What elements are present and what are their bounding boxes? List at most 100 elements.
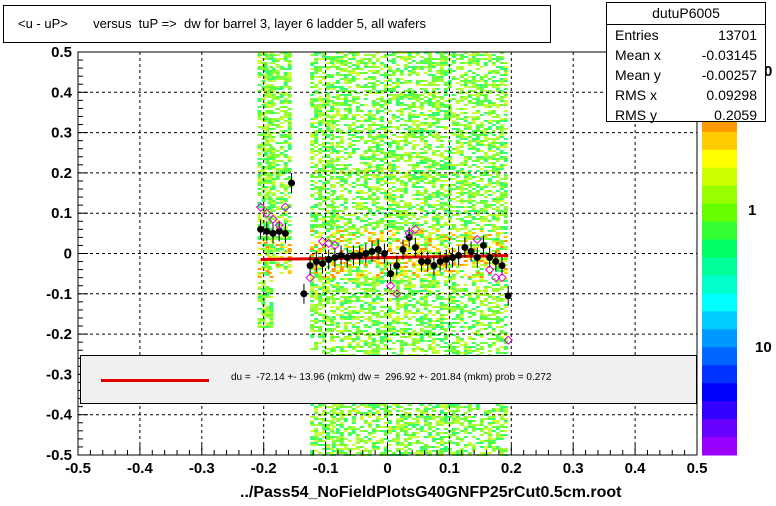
heatmap-cell [339, 116, 344, 118]
heatmap-cell [322, 196, 327, 198]
heatmap-cell [419, 234, 424, 236]
heatmap-cell [375, 412, 380, 414]
heatmap-cell [275, 176, 280, 178]
heatmap-cell [339, 146, 344, 148]
heatmap-cell [269, 302, 274, 304]
heatmap-cell [407, 290, 412, 292]
heatmap-cell [287, 216, 292, 218]
heatmap-cell [331, 104, 336, 106]
heatmap-cell [263, 64, 268, 66]
heatmap-cell [271, 96, 276, 98]
heatmap-cell [279, 170, 284, 172]
heatmap-cell [339, 304, 344, 306]
heatmap-cell [399, 200, 404, 202]
heatmap-cell [314, 416, 319, 418]
heatmap-cell [331, 202, 336, 204]
heatmap-cell [343, 74, 348, 76]
heatmap-cell [387, 444, 392, 446]
heatmap-cell [459, 58, 464, 60]
heatmap-cell [459, 132, 464, 134]
heatmap-cell [455, 272, 460, 274]
heatmap-cell [331, 312, 336, 314]
heatmap-cell [395, 302, 400, 304]
heatmap-cell [395, 276, 400, 278]
heatmap-cell [383, 112, 388, 114]
heatmap-cell [419, 236, 424, 238]
heatmap-cell [339, 330, 344, 332]
heatmap-cell [431, 180, 436, 182]
heatmap-cell [318, 112, 323, 114]
heatmap-cell [407, 116, 412, 118]
heatmap-cell [359, 284, 364, 286]
heatmap-cell [371, 104, 376, 106]
heatmap-cell [335, 176, 340, 178]
heatmap-cell [459, 90, 464, 92]
heatmap-cell [271, 180, 276, 182]
heatmap-cell [379, 180, 384, 182]
heatmap-cell [347, 106, 352, 108]
heatmap-cell [403, 206, 408, 208]
heatmap-cell [415, 192, 420, 194]
heatmap-cell [395, 230, 400, 232]
heatmap-cell [355, 334, 360, 336]
heatmap-cell [326, 276, 331, 278]
heatmap-cell [435, 118, 440, 120]
heatmap-cell [451, 94, 456, 96]
heatmap-cell [257, 218, 262, 220]
heatmap-cell [443, 406, 448, 408]
heatmap-cell [379, 326, 384, 328]
heatmap-cell [355, 276, 360, 278]
heatmap-cell [399, 306, 404, 308]
heatmap-cell [423, 204, 428, 206]
heatmap-cell [379, 336, 384, 338]
heatmap-cell [339, 410, 344, 412]
heatmap-cell [267, 244, 272, 246]
heatmap-cell [423, 222, 428, 224]
heatmap-cell [403, 154, 408, 156]
heatmap-cell [431, 286, 436, 288]
heatmap-cell [407, 58, 412, 60]
heatmap-cell [419, 202, 424, 204]
heatmap-cell [371, 116, 376, 118]
heatmap-cell [403, 138, 408, 140]
heatmap-cell [331, 64, 336, 66]
heatmap-cell [371, 446, 376, 448]
heatmap-cell [331, 240, 336, 242]
heatmap-cell [451, 412, 456, 414]
heatmap-cell [322, 168, 327, 170]
heatmap-cell [331, 264, 336, 266]
heatmap-cell [455, 182, 460, 184]
heatmap-cell [375, 110, 380, 112]
heatmap-cell [427, 318, 432, 320]
heatmap-cell [347, 410, 352, 412]
heatmap-cell [330, 130, 335, 132]
heatmap-cell [339, 422, 344, 424]
heatmap-cell [271, 188, 276, 190]
heatmap-cell [439, 298, 444, 300]
heatmap-cell [267, 156, 272, 158]
heatmap-cell [347, 192, 352, 194]
heatmap-cell [287, 74, 292, 76]
heatmap-cell [411, 338, 416, 340]
heatmap-cell [363, 302, 368, 304]
heatmap-cell [343, 116, 348, 118]
heatmap-cell [314, 138, 319, 140]
heatmap-cell [395, 280, 400, 282]
heatmap-cell [391, 140, 396, 142]
heatmap-cell [326, 114, 331, 116]
heatmap-cell [326, 82, 331, 84]
heatmap-cell [435, 106, 440, 108]
heatmap-cell [339, 412, 344, 414]
heatmap-cell [403, 188, 408, 190]
heatmap-cell [431, 150, 436, 152]
heatmap-cell [351, 270, 356, 272]
heatmap-cell [283, 156, 288, 158]
heatmap-cell [351, 444, 356, 446]
heatmap-cell [399, 210, 404, 212]
heatmap-cell [407, 288, 412, 290]
heatmap-cell [415, 120, 420, 122]
heatmap-cell [391, 452, 396, 454]
heatmap-cell [287, 124, 292, 126]
heatmap-cell [355, 106, 360, 108]
heatmap-cell [322, 176, 327, 178]
